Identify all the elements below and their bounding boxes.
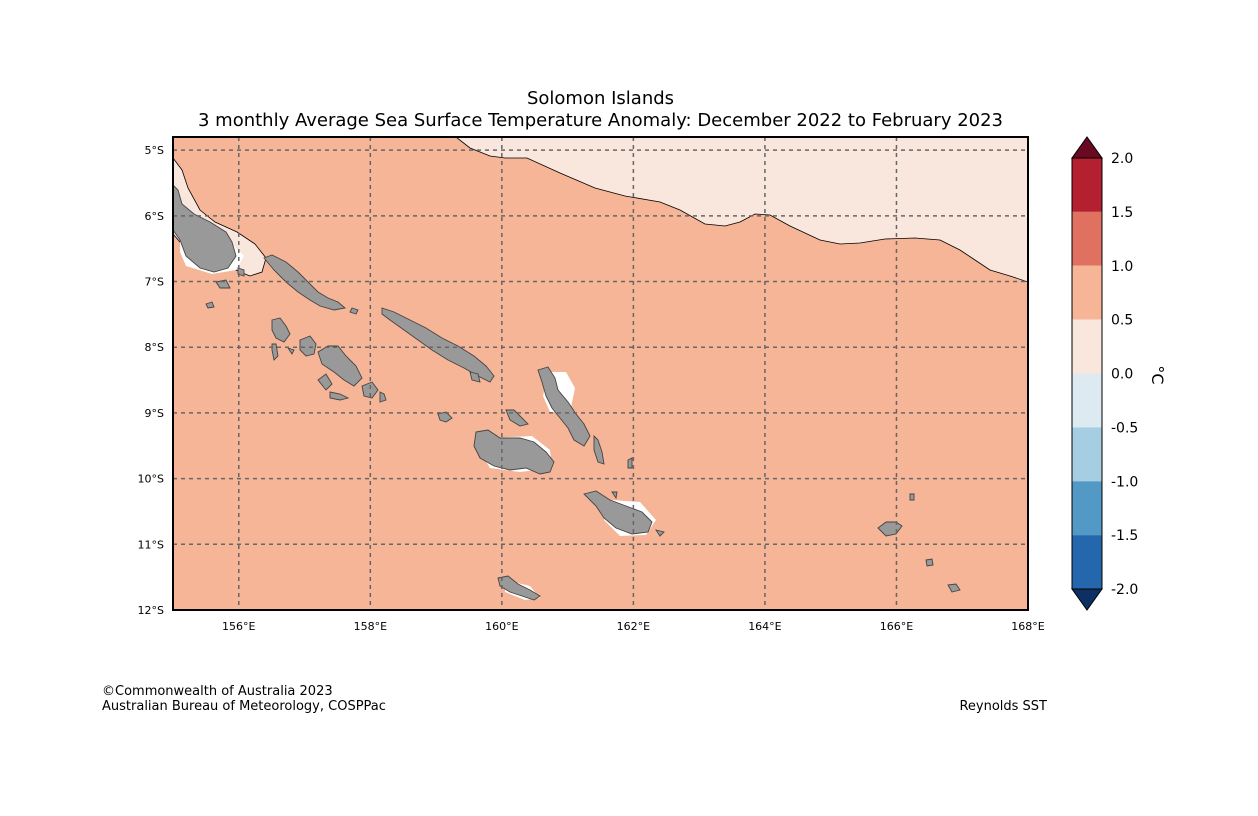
colorbar-tick-label: -0.5 [1111, 420, 1138, 436]
map-subtitle: 3 monthly Average Sea Surface Temperatur… [198, 110, 1003, 131]
island-shortland [215, 279, 231, 289]
colorbar-segment [1072, 319, 1102, 374]
land-masses [173, 184, 961, 601]
island-rennell [497, 575, 541, 601]
island-small [379, 391, 387, 403]
colorbar: 2.0 1.5 1.0 0.5 0.0 -0.5 -1.0 -1.5 -2.0 °C [1071, 136, 1167, 611]
lat-tick-label: 12°S [138, 604, 164, 617]
island-small [654, 529, 665, 537]
gridlines [173, 137, 1028, 610]
island-small [925, 558, 934, 567]
island-small [947, 583, 961, 593]
island-small [909, 493, 915, 501]
colorbar-tick-label: 1.0 [1111, 259, 1133, 275]
colorbar-tick-label: -1.0 [1111, 474, 1138, 490]
island-treasury [205, 301, 215, 309]
lat-tick-label: 6°S [145, 210, 164, 223]
island-small [611, 491, 618, 500]
island-small [627, 457, 633, 469]
lat-tick-label: 8°S [145, 341, 164, 354]
island-vella-lavella [271, 317, 291, 343]
lon-tick-label: 168°E [1011, 620, 1044, 633]
map-area [173, 137, 1028, 610]
colorbar-segment [1072, 373, 1102, 428]
data-source-label: Reynolds SST [959, 699, 1047, 714]
island-santa-isabel [381, 307, 495, 383]
island-ulawa [593, 434, 605, 465]
colorbar-segment [1072, 481, 1102, 536]
map-title: Solomon Islands [526, 88, 675, 109]
island-choiseul [263, 254, 347, 311]
colorbar-segment [1072, 535, 1102, 589]
lat-tick-label: 7°S [145, 276, 164, 289]
island-small [349, 307, 359, 315]
colorbar-tick-label: 1.5 [1111, 205, 1133, 221]
map-frame [172, 136, 1029, 611]
island-vangunu [361, 381, 379, 399]
colorbar-segment [1072, 158, 1102, 212]
agency-credit: Australian Bureau of Meteorology, COSPPa… [102, 699, 386, 714]
colorbar-tick-label: -1.5 [1111, 528, 1138, 544]
lon-tick-label: 166°E [880, 620, 913, 633]
lon-tick-label: 164°E [748, 620, 781, 633]
colorbar-frame [1071, 157, 1103, 590]
island-rendova [317, 373, 333, 391]
colorbar-segment [1072, 211, 1102, 266]
island-kolombangara [299, 335, 317, 357]
anomaly-region-0-0-to-0-5 [455, 137, 1028, 283]
colorbar-tick-label: -2.0 [1111, 582, 1138, 598]
island-guadalcanal [473, 429, 555, 475]
colorbar-tick-label: 0.5 [1111, 313, 1133, 329]
island-small [271, 343, 279, 361]
lon-tick-label: 158°E [354, 620, 387, 633]
lat-tick-label: 5°S [145, 144, 164, 157]
colorbar-unit-label: °C [1148, 365, 1167, 384]
island-russell [437, 411, 453, 423]
island-nggela [505, 409, 529, 427]
island-makira [583, 490, 653, 535]
colorbar-segment [1072, 265, 1102, 320]
island-bougainville [173, 184, 237, 273]
island-malaita [537, 366, 591, 447]
colorbar-under-arrow [1071, 588, 1103, 611]
colorbar-tick-label: 0.0 [1111, 367, 1133, 383]
island-tetepare [329, 391, 350, 401]
lat-tick-label: 9°S [145, 407, 164, 420]
island-small [286, 347, 295, 355]
lat-tick-label: 10°S [138, 473, 164, 486]
island-new-georgia [317, 345, 363, 387]
copyright-text: ©Commonwealth of Australia 2023 [102, 684, 333, 699]
lon-tick-label: 160°E [485, 620, 518, 633]
axis-ticks: 156°E 158°E 160°E 162°E 164°E 166°E 168°E 5°S 6°… [138, 144, 1045, 633]
colorbar-segment [1072, 427, 1102, 482]
island-small [469, 371, 481, 383]
colorbar-over-arrow [1071, 136, 1103, 159]
lat-tick-label: 11°S [138, 538, 164, 551]
lon-tick-label: 156°E [222, 620, 255, 633]
lon-tick-label: 162°E [617, 620, 650, 633]
colorbar-tick-label: 2.0 [1111, 151, 1133, 167]
